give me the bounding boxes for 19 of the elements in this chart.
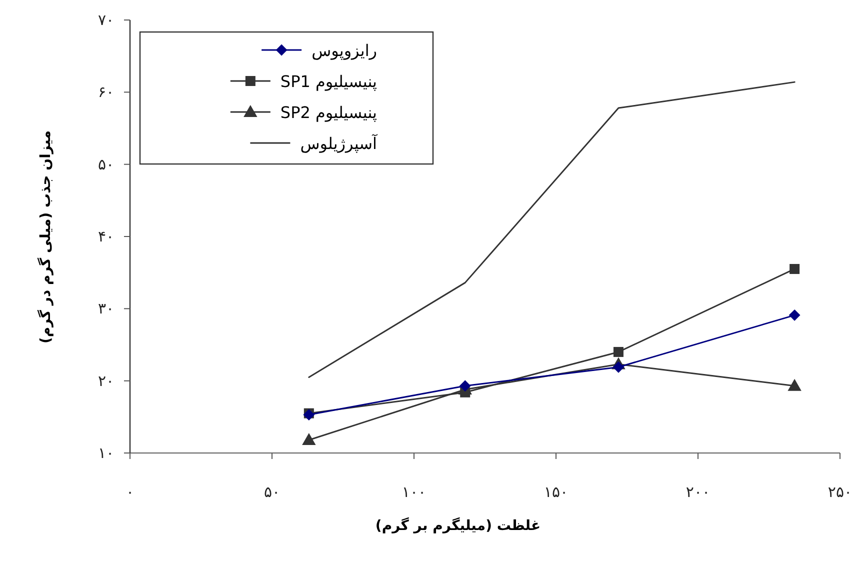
y-tick-label: ۴۰ <box>98 228 114 246</box>
legend-label: رایزوپوس <box>312 41 377 60</box>
x-axis-title: غلظت (میلیگرم بر گرم) <box>375 517 541 534</box>
y-tick-label: ۶۰ <box>98 83 114 102</box>
x-tick-label: ۱۵۰ <box>544 483 568 501</box>
y-axis-title: میزان جذب (میلی گرم در گرم) <box>37 130 54 344</box>
x-tick-label: ۲۵۰ <box>828 483 852 501</box>
x-tick-label: ۲۰۰ <box>686 483 710 501</box>
y-tick-label: ۳۰ <box>98 300 114 318</box>
legend-label: آسپرژیلوس <box>300 133 379 153</box>
x-tick-label: ۱۰۰ <box>402 483 426 501</box>
y-tick-label: ۷۰ <box>98 11 114 29</box>
x-tick-label: ۰ <box>126 483 134 501</box>
x-tick-label: ۵۰ <box>264 483 280 501</box>
y-tick-label: ۲۰ <box>98 372 114 390</box>
y-tick-label: ۵۰ <box>98 155 114 174</box>
legend-label: پنیسیلیوم SP1 <box>280 72 377 91</box>
y-tick-label: ۱۰ <box>98 444 114 462</box>
legend-label: پنیسیلیوم SP2 <box>280 103 377 122</box>
